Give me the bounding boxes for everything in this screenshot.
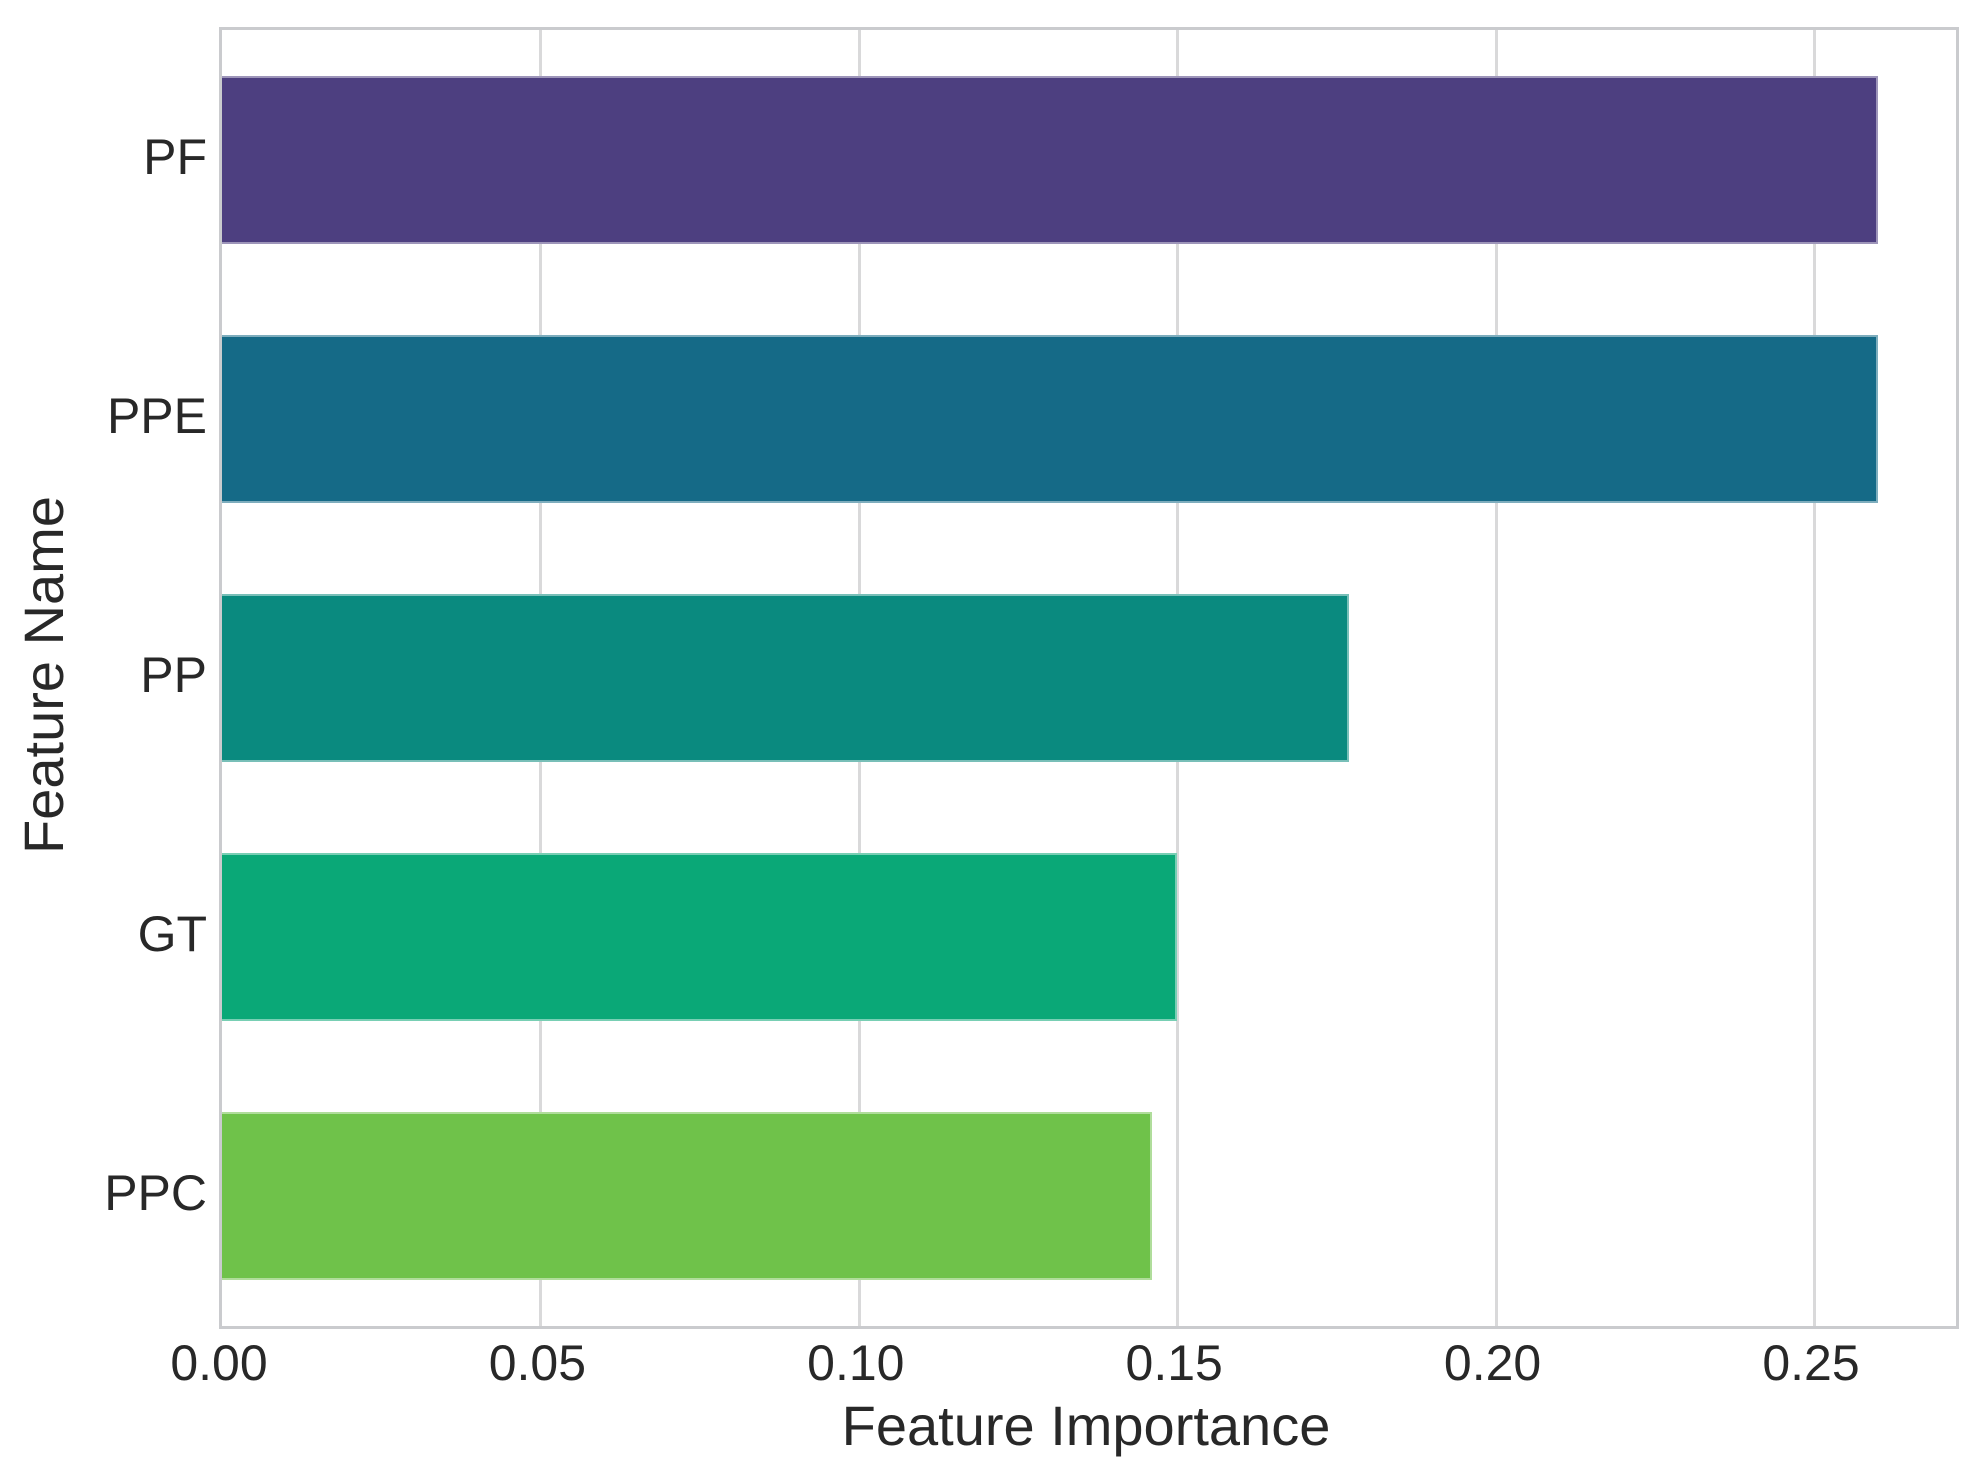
gridline-x-0.25 bbox=[1812, 30, 1816, 1326]
bar-ppc bbox=[222, 1112, 1152, 1281]
y-tick-label-gt: GT bbox=[137, 906, 207, 963]
x-axis-label: Feature Importance bbox=[841, 1394, 1331, 1457]
x-tick-label-0.15: 0.15 bbox=[1125, 1335, 1223, 1391]
x-tick-label-0.00: 0.00 bbox=[170, 1335, 268, 1391]
bar-pp bbox=[222, 594, 1350, 762]
bar-gt bbox=[222, 853, 1178, 1022]
y-tick-label-pp: PP bbox=[140, 646, 207, 703]
bar-pf bbox=[222, 75, 1878, 244]
gridline-x-0.20 bbox=[1494, 30, 1498, 1326]
y-tick-label-pf: PF bbox=[143, 128, 207, 185]
bar-ppe bbox=[222, 334, 1878, 503]
plot-area bbox=[219, 27, 1959, 1329]
x-tick-label-0.20: 0.20 bbox=[1443, 1335, 1542, 1391]
x-tick-label-0.05: 0.05 bbox=[488, 1335, 587, 1391]
x-tick-label-0.25: 0.25 bbox=[1762, 1335, 1860, 1391]
x-tick-label-0.10: 0.10 bbox=[807, 1335, 905, 1391]
y-tick-label-ppc: PPC bbox=[104, 1165, 207, 1222]
y-tick-label-ppe: PPE bbox=[106, 387, 207, 444]
